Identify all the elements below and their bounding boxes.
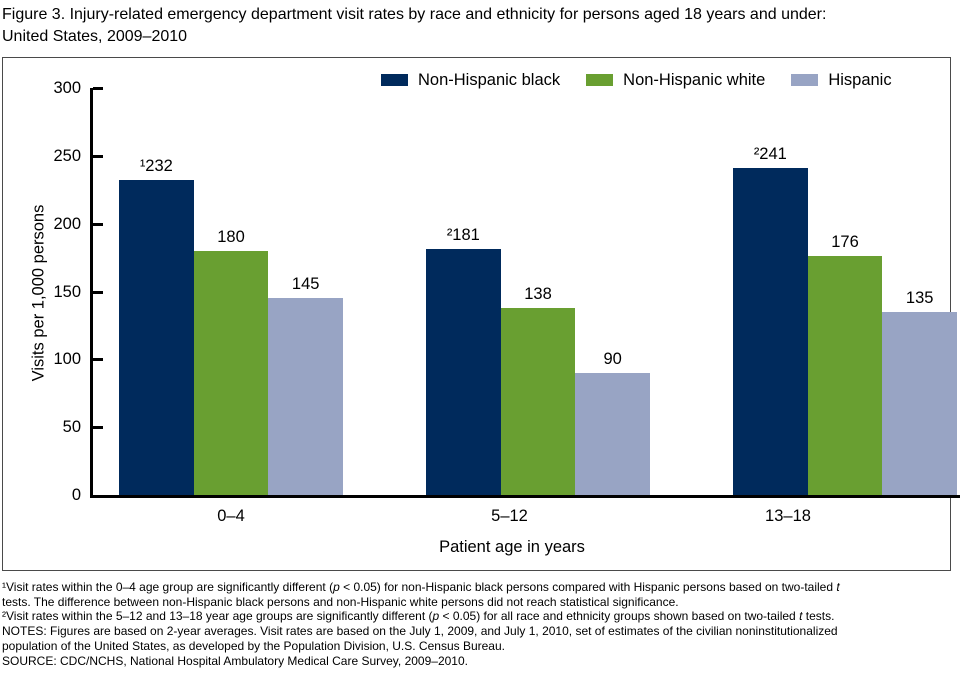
footnote: ²Visit rates within the 5–12 and 13–18 y…: [2, 609, 835, 624]
legend-item-non-hispanic-black: Non-Hispanic black: [381, 71, 560, 90]
bar-hispanic-0–4: 145: [268, 275, 344, 495]
bar-value-label: 135: [905, 289, 934, 307]
legend-swatch: [381, 74, 408, 86]
y-tick-mark: [93, 87, 103, 90]
y-tick-label: 100: [53, 350, 81, 368]
bar-group-0–4: ¹232 180 145: [119, 88, 344, 495]
chart-frame: Non-Hispanic black Non-Hispanic white Hi…: [2, 57, 960, 572]
bar-group-13–18: ²241 176 135: [733, 88, 958, 495]
footnote: NOTES: Figures are based on 2-year avera…: [2, 624, 838, 653]
bar-value-label: ²241: [753, 145, 787, 163]
bar-value-label: ²181: [446, 226, 480, 244]
y-tick-mark: [93, 358, 103, 361]
legend-item-non-hispanic-white: Non-Hispanic white: [586, 71, 765, 90]
y-tick-label: 250: [53, 147, 81, 165]
x-category-labels: 0–4 5–12 13–18: [93, 507, 931, 526]
bar-value-label: ¹232: [139, 157, 173, 175]
bar-non-hispanic-black-0–4: ¹232: [119, 157, 194, 495]
y-tick-label: 150: [53, 283, 81, 301]
bar-non-hispanic-white-0–4: 180: [193, 228, 269, 495]
y-tick-label: 50: [62, 418, 81, 436]
y-tick-label: 0: [71, 486, 81, 504]
y-tick-label: 200: [53, 215, 81, 233]
bar-group-5–12: ²181 138 90: [426, 88, 651, 495]
x-axis-title: Patient age in years: [439, 538, 585, 556]
bar-non-hispanic-black-5–12: ²181: [426, 226, 501, 495]
footnote: SOURCE: CDC/NCHS, National Hospital Ambu…: [2, 653, 468, 668]
bar-hispanic-13–18: 135: [882, 289, 958, 495]
x-category-label: 0–4: [217, 507, 245, 525]
chart-legend: Non-Hispanic black Non-Hispanic white Hi…: [381, 69, 892, 91]
y-tick-label: 300: [53, 79, 81, 97]
legend-label: Non-Hispanic black: [418, 70, 561, 89]
legend-swatch: [791, 74, 819, 86]
plot-area: ¹232 180 145 ²181 138 90 ²241 176 135: [90, 87, 960, 498]
footnotes: ¹Visit rates within the 0–4 age group ar…: [2, 580, 958, 668]
y-tick-mark: [93, 155, 103, 158]
bar-value-label: 138: [524, 285, 552, 303]
y-tick-mark: [93, 291, 103, 294]
bar-value-label: 176: [831, 233, 859, 251]
x-category-label: 13–18: [765, 507, 811, 525]
bar-value-label: 90: [603, 350, 622, 368]
legend-item-hispanic: Hispanic: [791, 70, 892, 90]
bar-value-label: 145: [291, 275, 320, 293]
bar-non-hispanic-black-13–18: ²241: [733, 145, 808, 495]
figure-title: Figure 3. Injury-related emergency depar…: [2, 6, 827, 45]
y-tick-labels: 0 50 100 150 200 250 300: [3, 58, 81, 572]
y-tick-mark: [93, 223, 103, 226]
legend-swatch: [586, 74, 614, 86]
bar-non-hispanic-white-13–18: 176: [807, 233, 883, 495]
y-tick-mark: [93, 426, 103, 429]
footnote: ¹Visit rates within the 0–4 age group ar…: [2, 580, 840, 609]
bar-hispanic-5–12: 90: [575, 350, 651, 495]
bar-value-label: 180: [217, 228, 245, 246]
x-category-label: 5–12: [491, 507, 528, 525]
legend-label: Non-Hispanic white: [623, 70, 766, 89]
bar-non-hispanic-white-5–12: 138: [500, 285, 576, 495]
legend-label: Hispanic: [828, 70, 892, 89]
